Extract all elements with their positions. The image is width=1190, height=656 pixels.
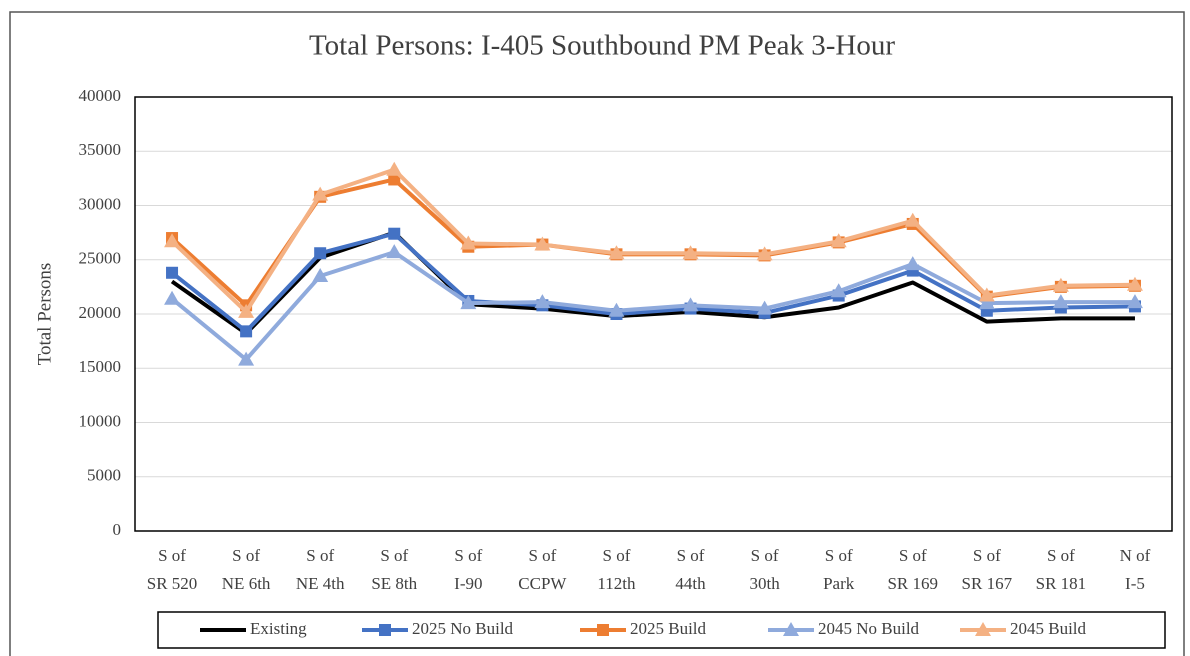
data-point	[164, 233, 181, 248]
data-point	[388, 173, 401, 186]
x-tick-label: SR 520	[147, 574, 198, 593]
x-tick-label: NE 4th	[296, 574, 345, 593]
x-tick-label: S of	[1047, 546, 1075, 565]
x-tick-label: S of	[306, 546, 334, 565]
data-point	[978, 295, 995, 310]
x-tick-label: 112th	[597, 574, 636, 593]
x-tick-label: S of	[677, 546, 705, 565]
legend-marker	[379, 624, 391, 636]
legend-marker	[975, 622, 991, 636]
legend-label: 2045 No Build	[818, 619, 920, 638]
data-point	[608, 245, 625, 260]
y-tick-label: 15000	[79, 357, 122, 376]
legend-label: 2045 Build	[1010, 619, 1087, 638]
legend-marker	[783, 622, 799, 636]
legend-label: Existing	[250, 619, 307, 638]
data-point	[682, 297, 699, 312]
data-point	[756, 246, 773, 261]
data-point	[978, 287, 995, 302]
y-axis-label: Total Persons	[34, 263, 55, 366]
legend-label: 2025 No Build	[412, 619, 514, 638]
x-tick-label: S of	[232, 546, 260, 565]
data-point	[1126, 294, 1143, 309]
data-point	[534, 294, 551, 309]
data-point	[460, 235, 477, 250]
data-point	[314, 247, 327, 260]
data-point	[830, 233, 847, 248]
x-tick-label: N of	[1120, 546, 1151, 565]
data-point	[608, 302, 625, 317]
data-point	[756, 300, 773, 315]
data-point	[386, 244, 403, 259]
chart-frame	[9, 11, 1185, 656]
x-tick-label: I-90	[454, 574, 482, 593]
y-tick-label: 40000	[79, 86, 122, 105]
x-tick-label: S of	[528, 546, 556, 565]
data-point	[534, 236, 551, 251]
data-point	[1052, 277, 1069, 292]
series-line	[170, 167, 1135, 314]
series-line	[170, 230, 1135, 336]
y-tick-label: 10000	[79, 411, 122, 430]
legend-label: 2025 Build	[630, 619, 707, 638]
x-tick-label: SR 167	[962, 574, 1013, 593]
data-point	[240, 325, 253, 338]
data-point	[904, 256, 921, 271]
data-point	[460, 295, 477, 310]
x-tick-label: Park	[823, 574, 855, 593]
x-tick-label: S of	[380, 546, 408, 565]
data-point	[238, 303, 255, 318]
legend-marker	[597, 624, 609, 636]
x-tick-label: CCPW	[518, 574, 567, 593]
data-point	[312, 268, 329, 283]
series-line	[170, 231, 1135, 334]
data-point	[388, 227, 401, 240]
y-tick-label: 35000	[79, 140, 122, 159]
y-tick-label: 20000	[79, 303, 122, 322]
data-point	[238, 351, 255, 366]
series-line	[170, 250, 1135, 362]
x-tick-label: S of	[973, 546, 1001, 565]
y-tick-label: 5000	[87, 466, 121, 485]
x-tick-label: S of	[158, 546, 186, 565]
y-tick-label: 0	[113, 520, 122, 539]
x-tick-label: SR 181	[1036, 574, 1087, 593]
x-tick-label: I-5	[1125, 574, 1145, 593]
chart-title: Total Persons: I-405 Southbound PM Peak …	[309, 30, 895, 62]
data-point	[164, 290, 181, 305]
data-point	[1052, 294, 1069, 309]
data-point	[312, 186, 329, 201]
x-tick-label: NE 6th	[222, 574, 271, 593]
plot-border	[134, 96, 1173, 532]
data-point	[682, 245, 699, 260]
y-tick-label: 25000	[79, 249, 122, 268]
data-point	[830, 283, 847, 298]
x-tick-label: 30th	[749, 574, 780, 593]
x-tick-label: S of	[454, 546, 482, 565]
data-point	[386, 161, 403, 176]
data-point	[1126, 276, 1143, 291]
x-tick-label: SE 8th	[371, 574, 417, 593]
x-tick-label: SR 169	[887, 574, 938, 593]
x-tick-label: S of	[751, 546, 779, 565]
data-point	[904, 212, 921, 227]
x-tick-label: S of	[899, 546, 927, 565]
x-tick-label: 44th	[675, 574, 706, 593]
x-tick-label: S of	[603, 546, 631, 565]
y-tick-label: 30000	[79, 194, 122, 213]
x-tick-label: S of	[825, 546, 853, 565]
data-point	[166, 266, 179, 279]
